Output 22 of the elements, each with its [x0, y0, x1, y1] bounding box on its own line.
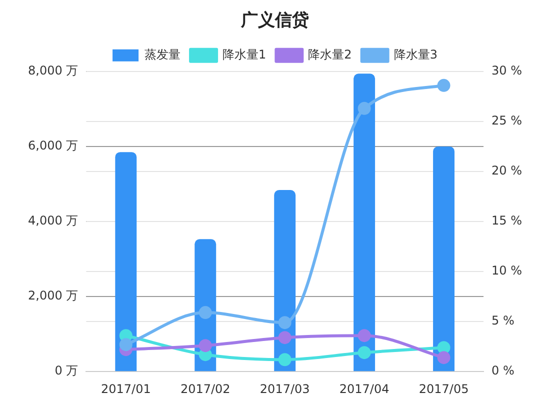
legend-label: 降水量1: [222, 48, 266, 62]
x-tick-label: 2017/03: [260, 382, 310, 396]
y2-tick-label: 0 %: [492, 364, 514, 378]
x-tick-label: 2017/01: [100, 382, 151, 396]
y2-tick-label: 10 %: [492, 264, 522, 278]
chart-title: 广义信贷: [240, 10, 309, 31]
x-tick-label: 2017/02: [180, 382, 230, 396]
legend-label: 蒸发量: [144, 48, 181, 62]
y2-tick-label: 5 %: [492, 314, 514, 328]
y-tick-label: 0 万: [54, 364, 78, 378]
y2-tick-label: 15 %: [492, 214, 522, 228]
y-tick-label: 6,000 万: [28, 138, 78, 153]
legend-label: 降水量2: [308, 48, 352, 62]
y-tick-label: 4,000 万: [28, 214, 78, 228]
y-tick-label: 2,000 万: [28, 288, 78, 303]
y2-tick-label: 30 %: [492, 64, 522, 78]
y2-tick-label: 25 %: [492, 114, 522, 128]
y-tick-label: 8,000 万: [28, 64, 78, 78]
legend-label: 降水量3: [394, 48, 438, 62]
x-tick-label: 2017/05: [418, 382, 469, 396]
x-tick-label: 2017/04: [339, 382, 390, 396]
y2-tick-label: 20 %: [492, 164, 522, 178]
